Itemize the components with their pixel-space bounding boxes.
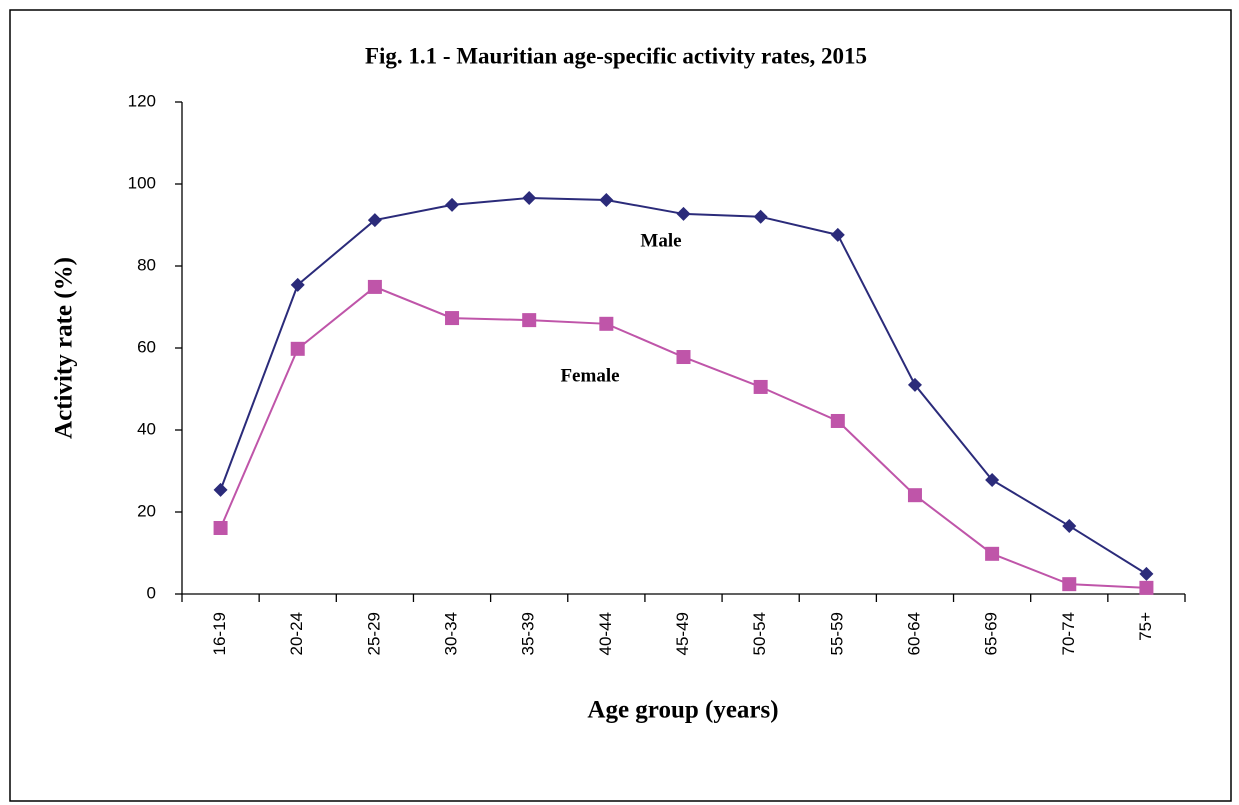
y-tick-label: 0: [147, 583, 156, 602]
marker: [213, 482, 228, 497]
series-label: Male: [640, 230, 681, 251]
marker: [213, 520, 228, 535]
x-tick-label: 16-19: [210, 612, 229, 655]
x-axis-title: Age group (years): [587, 697, 778, 724]
x-tick-label: 75+: [1136, 612, 1155, 641]
y-tick-label: 100: [128, 173, 156, 192]
y-tick-label: 60: [137, 337, 156, 356]
marker: [445, 197, 460, 212]
x-tick-label: 40-44: [596, 612, 615, 655]
chart-title: Fig. 1.1 - Mauritian age-specific activi…: [365, 43, 867, 68]
x-tick-label: 65-69: [982, 612, 1001, 655]
x-tick-label: 30-34: [442, 612, 461, 655]
series-label: Female: [560, 365, 619, 386]
marker: [445, 311, 460, 326]
y-axis-title: Activity rate (%): [51, 257, 78, 439]
marker: [830, 413, 845, 428]
marker: [1139, 566, 1154, 581]
marker: [599, 316, 614, 331]
chart-frame: [9, 9, 1232, 802]
y-tick-label: 120: [128, 91, 156, 110]
x-tick-label: 35-39: [519, 612, 538, 655]
marker: [907, 488, 922, 503]
y-tick-label: 80: [137, 255, 156, 274]
marker: [1139, 580, 1154, 595]
x-tick-label: 20-24: [287, 612, 306, 655]
marker: [753, 209, 768, 224]
marker: [985, 546, 1000, 561]
x-tick-label: 45-49: [673, 612, 692, 655]
marker: [1062, 518, 1077, 533]
marker: [367, 279, 382, 294]
marker: [907, 377, 922, 392]
y-tick-label: 20: [137, 501, 156, 520]
marker: [753, 379, 768, 394]
x-tick-label: 25-29: [364, 612, 383, 655]
x-tick-label: 70-74: [1059, 612, 1078, 655]
marker: [985, 473, 1000, 488]
y-tick-label: 40: [137, 419, 156, 438]
marker: [599, 192, 614, 207]
marker: [830, 227, 845, 242]
x-tick-label: 55-59: [827, 612, 846, 655]
marker: [290, 277, 305, 292]
marker: [290, 341, 305, 356]
x-tick-label: 50-54: [750, 612, 769, 655]
x-tick-label: 60-64: [904, 612, 923, 655]
marker: [676, 206, 691, 221]
marker: [522, 190, 537, 205]
marker: [522, 313, 537, 328]
marker: [367, 213, 382, 228]
marker: [676, 350, 691, 365]
marker: [1062, 577, 1077, 592]
